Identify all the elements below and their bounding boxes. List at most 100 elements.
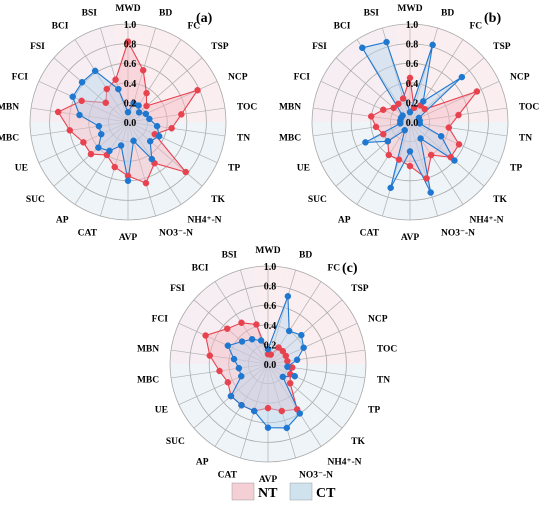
- data-point-ct: [78, 78, 86, 86]
- data-point-nt: [406, 74, 414, 82]
- grid-spoke: [267, 363, 358, 406]
- sector-bg: [312, 94, 410, 122]
- data-point-ct: [248, 336, 256, 343]
- grid-spoke: [267, 269, 296, 365]
- data-point-nt: [143, 89, 150, 97]
- axis-label: NH4⁺-N: [469, 216, 503, 226]
- radial-tick-label: 1.0: [124, 20, 137, 31]
- grid-spoke: [335, 121, 411, 187]
- data-point-ct: [115, 85, 122, 93]
- data-point-ct: [135, 102, 142, 109]
- radial-tick-label: 0.8: [264, 282, 277, 293]
- axis-label: BCI: [192, 263, 209, 273]
- axis-label: MBC: [279, 134, 301, 144]
- axis-label: TP: [510, 164, 522, 174]
- data-point-ct: [437, 132, 445, 140]
- data-point-ct: [130, 137, 137, 145]
- data-point-ct: [264, 346, 272, 353]
- axis-label: CAT: [360, 229, 380, 239]
- axis-label: AP: [196, 458, 209, 468]
- legend-swatch-ct: [289, 482, 313, 501]
- sector-bg: [45, 122, 128, 197]
- radial-tick-label: 0.2: [124, 98, 137, 109]
- axis-label: TN: [377, 376, 390, 386]
- sector-bg: [268, 274, 333, 364]
- data-point-nt: [275, 344, 282, 351]
- data-point-nt: [80, 139, 87, 146]
- grid-spoke: [178, 322, 269, 365]
- grid-spoke: [267, 363, 343, 429]
- sector-bg: [227, 364, 268, 462]
- axis-label: AP: [338, 216, 351, 226]
- axis-label: MBC: [0, 134, 19, 144]
- grid-spoke: [382, 121, 411, 217]
- sector-bg: [173, 364, 268, 417]
- sector-bg: [128, 24, 169, 123]
- axis-label: SUC: [166, 437, 185, 447]
- axis-label: NCP: [368, 314, 388, 324]
- data-point-ct: [235, 364, 243, 372]
- sector-bg: [268, 364, 363, 417]
- sector-bg: [327, 47, 410, 123]
- radial-tick-label: 0.4: [264, 321, 277, 332]
- data-point-nt: [194, 86, 201, 94]
- axis-label: SUC: [308, 195, 327, 205]
- grid-spoke: [335, 57, 411, 123]
- data-point-ct: [419, 98, 427, 105]
- sector-bg: [345, 32, 410, 122]
- sector-bg: [410, 122, 451, 220]
- data-point-nt: [380, 106, 387, 114]
- axis-label: TP: [228, 164, 240, 174]
- axis-label: FSI: [170, 284, 185, 294]
- grid-spoke: [409, 121, 500, 164]
- axis-label: TOC: [377, 344, 398, 354]
- panel-label: (c): [342, 261, 358, 276]
- radial-tick-label: 0.2: [406, 98, 419, 109]
- axis-label: MBN: [137, 344, 159, 354]
- grid-spoke: [267, 363, 322, 447]
- axis-label: MBC: [137, 376, 159, 386]
- grid-spoke: [409, 57, 485, 123]
- radial-tick-label: 0.0: [406, 118, 419, 129]
- data-point-nt: [206, 352, 214, 359]
- sector-bg: [63, 122, 128, 212]
- data-point-ct: [124, 177, 132, 185]
- data-point-ct: [401, 126, 408, 134]
- data-point-nt: [102, 99, 110, 106]
- axis-label: TOC: [519, 102, 540, 112]
- grid-spoke: [53, 57, 129, 123]
- sector-bg: [170, 364, 268, 392]
- data-point-ct: [98, 130, 105, 138]
- axis-label: AP: [56, 216, 69, 226]
- axis-label: NO3⁻-N: [299, 471, 333, 481]
- axis-label: MWD: [397, 4, 422, 14]
- data-point-nt: [103, 85, 111, 93]
- axis-label: NO3⁻-N: [441, 229, 475, 239]
- radar-panel-3: 0.0 0.2 0.4 0.6 0.8 1.0 MWD BD FC TSP NCP TOC TN TP TK…: [137, 246, 397, 485]
- sector-bg: [268, 311, 363, 364]
- panel-label: (b): [484, 11, 501, 26]
- data-point-ct: [95, 122, 103, 130]
- sector-bg: [128, 32, 193, 122]
- axis-label: TN: [237, 134, 250, 144]
- sector-bg: [268, 364, 366, 392]
- data-point-ct: [238, 338, 246, 345]
- data-point-ct: [285, 327, 293, 335]
- data-point-nt: [54, 108, 62, 116]
- grid-spoke: [312, 121, 411, 137]
- axis-label: AVP: [259, 475, 277, 485]
- data-point-ct: [95, 144, 102, 151]
- axis-label: BSI: [364, 8, 380, 18]
- data-point-nt: [455, 111, 462, 119]
- axis-label: AVP: [401, 233, 419, 243]
- grid-spoke: [193, 299, 269, 365]
- grid-spoke: [409, 121, 438, 217]
- grid-spoke: [356, 121, 411, 205]
- axis-label: UE: [15, 164, 28, 174]
- data-point-nt: [421, 105, 429, 113]
- data-point-nt: [168, 125, 175, 132]
- data-point-ct: [300, 344, 307, 351]
- data-point-ct: [153, 122, 161, 130]
- radar-panel-2: 0.0 0.2 0.4 0.6 0.8 1.0 MWD BD FC TSP NCP TOC TN TP TK…: [279, 4, 539, 243]
